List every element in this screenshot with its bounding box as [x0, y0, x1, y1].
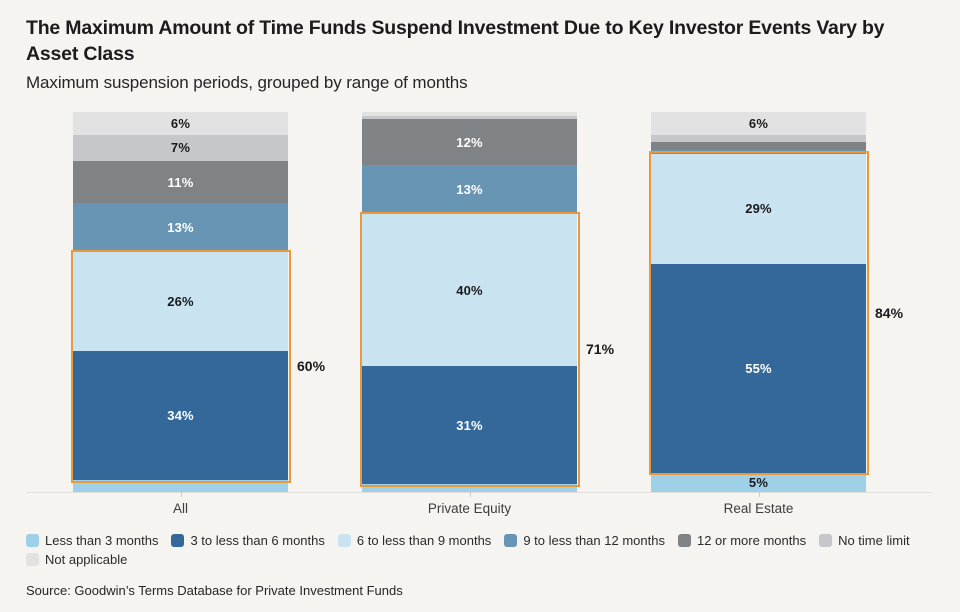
- segment-value-label: 31%: [456, 417, 483, 433]
- source-note: Source: Goodwin’s Terms Database for Pri…: [26, 582, 403, 598]
- segment-3-to-less-than-6-months: 34%: [73, 351, 288, 481]
- bars-row: 6% 7% 11% 13% 26% 34% 60% 12% 13% 40% 31% 71% 6% 29% 5…: [70, 111, 903, 492]
- legend-item-not-applicable: Not applicable: [26, 552, 127, 567]
- legend-swatch: [819, 533, 833, 547]
- bracket-total-label: 71%: [586, 341, 615, 358]
- legend-swatch: [171, 533, 185, 547]
- segment-6-to-less-than-9-months: 26%: [73, 252, 288, 352]
- legend-label: No time limit: [838, 532, 910, 548]
- legend-item-6-to-less-than-9-months: 6 to less than 9 months: [337, 532, 492, 548]
- bracket-total-label: 60%: [297, 358, 326, 375]
- segment-not-applicable: [362, 111, 577, 116]
- segment-value-label: 5%: [748, 474, 769, 490]
- bar-all: 6% 7% 11% 13% 26% 34% 60%: [70, 111, 325, 492]
- legend-item-3-to-less-than-6-months: 3 to less than 6 months: [171, 532, 325, 548]
- segment-value-label: 6%: [748, 115, 769, 131]
- segment-no-time-limit: [362, 115, 577, 120]
- segment-value-label: 34%: [167, 408, 194, 424]
- x-axis-tick: [180, 491, 182, 497]
- segment-not-applicable: 6%: [73, 111, 288, 135]
- legend-item-9-to-less-than-12-months: 9 to less than 12 months: [504, 533, 665, 548]
- stacked-bar-chart: 6% 7% 11% 13% 26% 34% 60% 12% 13% 40% 31% 71% 6% 29% 5…: [26, 111, 934, 516]
- x-axis-tick: [469, 491, 471, 497]
- segment-no-time-limit: 7%: [73, 134, 288, 162]
- bar-private-equity: 12% 13% 40% 31% 71%: [359, 111, 614, 492]
- legend-label: 12 or more months: [696, 532, 807, 548]
- segment-6-to-less-than-9-months: 40%: [362, 214, 577, 367]
- x-axis-label-private-equity: Private Equity: [427, 500, 512, 516]
- legend-swatch: [26, 533, 39, 547]
- x-axis-line: [26, 491, 932, 493]
- legend-label: 6 to less than 9 months: [356, 532, 492, 548]
- legend-label: Not applicable: [45, 551, 128, 567]
- x-axis-label-real-estate: Real Estate: [723, 500, 794, 516]
- segment-not-applicable: 6%: [651, 111, 866, 135]
- segment-9-to-less-than-12-months: 13%: [73, 203, 288, 253]
- segment-value-label: 13%: [167, 220, 194, 236]
- segment-value-label: 6%: [170, 115, 191, 131]
- segment-3-to-less-than-6-months: 55%: [651, 263, 866, 473]
- x-axis-label-all: All: [172, 500, 189, 516]
- segment-value-label: 55%: [745, 360, 772, 376]
- segment-value-label: 13%: [456, 182, 483, 198]
- legend-swatch: [504, 533, 518, 547]
- segment-12-or-more-months: 12%: [362, 119, 577, 166]
- segment-value-label: 40%: [456, 282, 483, 298]
- segment-12-or-more-months: 11%: [73, 161, 288, 204]
- segment-value-label: 29%: [745, 201, 772, 217]
- legend-item-less-than-3-months: Less than 3 months: [26, 533, 158, 548]
- legend-swatch: [337, 533, 351, 547]
- x-axis-tick: [758, 491, 760, 497]
- legend-swatch: [26, 552, 39, 566]
- chart-title: The Maximum Amount of Time Funds Suspend…: [26, 17, 885, 65]
- segment-3-to-less-than-6-months: 31%: [362, 366, 577, 485]
- legend-label: 3 to less than 6 months: [190, 532, 325, 548]
- segment-12-or-more-months: [651, 142, 866, 150]
- segment-value-label: 12%: [456, 134, 483, 150]
- segment-no-time-limit: [651, 134, 866, 143]
- segment-less-than-3-months: 5%: [651, 472, 866, 492]
- legend-item-no-time-limit: No time limit: [819, 533, 910, 548]
- segment-value-label: 11%: [167, 174, 194, 190]
- legend-label: 9 to less than 12 months: [523, 532, 665, 548]
- chart-subtitle: Maximum suspension periods, grouped by r…: [26, 72, 468, 92]
- legend-swatch: [677, 533, 691, 547]
- segment-less-than-3-months: [362, 484, 577, 492]
- segment-6-to-less-than-9-months: 29%: [651, 153, 866, 264]
- legend-label: Less than 3 months: [45, 532, 159, 548]
- segment-value-label: 7%: [170, 140, 191, 156]
- bracket-total-label: 84%: [875, 305, 904, 322]
- legend-item-12-or-more-months: 12 or more months: [677, 532, 807, 548]
- bar-real-estate: 6% 29% 55% 5% 84%: [648, 111, 903, 492]
- chart-legend: Less than 3 months 3 to less than 6 month…: [26, 533, 934, 567]
- segment-9-to-less-than-12-months: 13%: [362, 165, 577, 215]
- segment-value-label: 26%: [167, 294, 194, 310]
- segment-less-than-3-months: [73, 480, 288, 492]
